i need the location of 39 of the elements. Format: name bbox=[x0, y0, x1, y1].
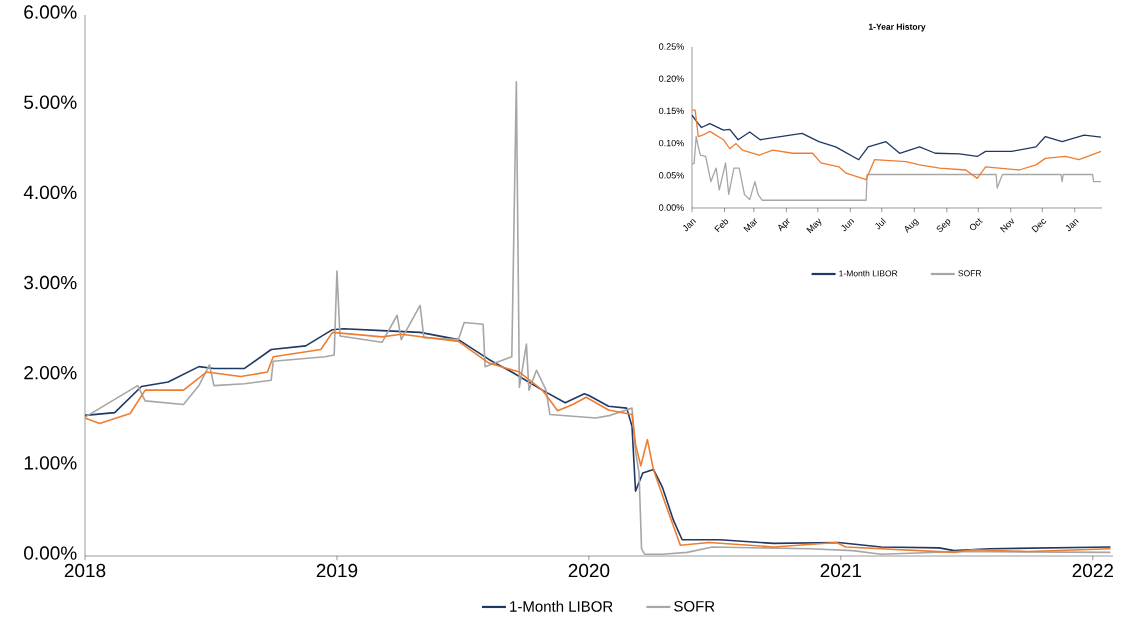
y-tick-label: 0.00% bbox=[659, 204, 684, 211]
legend-label: SOFR bbox=[674, 600, 715, 612]
x-tick-label: Mar bbox=[743, 218, 758, 233]
x-tick-label: Apr bbox=[778, 218, 790, 232]
x-tick-label: Dec bbox=[1031, 219, 1046, 233]
x-tick-label: 2020 bbox=[568, 563, 610, 578]
x-tick-label: Aug bbox=[904, 218, 919, 233]
x-tick-label: Jan bbox=[683, 219, 696, 232]
x-tick-label: 2021 bbox=[820, 563, 862, 578]
x-tick-label: Jan bbox=[1065, 219, 1079, 232]
y-tick-label: 3.00% bbox=[24, 275, 77, 290]
x-tick-label: 2018 bbox=[64, 563, 106, 578]
x-tick-label: May bbox=[806, 218, 822, 234]
y-tick-label: 4.00% bbox=[23, 185, 77, 200]
y-tick-label: 0.05% bbox=[659, 172, 684, 179]
x-tick-label: 2019 bbox=[316, 563, 358, 578]
y-tick-label: 6.00% bbox=[24, 5, 77, 19]
y-tick-label: 5.00% bbox=[24, 95, 77, 109]
legend-label: 1-Month LIBOR bbox=[510, 600, 613, 612]
y-tick-label: 0.20% bbox=[659, 75, 684, 82]
line-series bbox=[691, 114, 1102, 161]
x-tick-label: Feb bbox=[714, 219, 729, 233]
y-tick-label: 0.15% bbox=[659, 107, 684, 115]
legend-label: SOFR bbox=[958, 270, 982, 277]
y-tick-label: 0.25% bbox=[659, 43, 684, 50]
x-tick-label: Nov bbox=[999, 218, 1014, 233]
y-tick-label: 0.10% bbox=[659, 139, 684, 147]
y-tick-label: 2.00% bbox=[24, 366, 77, 380]
y-tick-label: 1.00% bbox=[24, 456, 77, 470]
legend-label: 1-Month LIBOR bbox=[839, 270, 898, 277]
x-tick-label: Sep bbox=[936, 219, 951, 232]
line-series bbox=[691, 109, 1102, 181]
y-tick-label: 0.00% bbox=[24, 546, 77, 560]
x-tick-label: Jul bbox=[875, 217, 886, 230]
x-tick-label: Oct bbox=[969, 218, 983, 231]
x-tick-label: 2022 bbox=[1072, 563, 1113, 578]
chart-title: 1-Year History bbox=[868, 23, 926, 32]
line-series bbox=[691, 135, 1102, 201]
x-tick-label: Jun bbox=[841, 219, 855, 232]
